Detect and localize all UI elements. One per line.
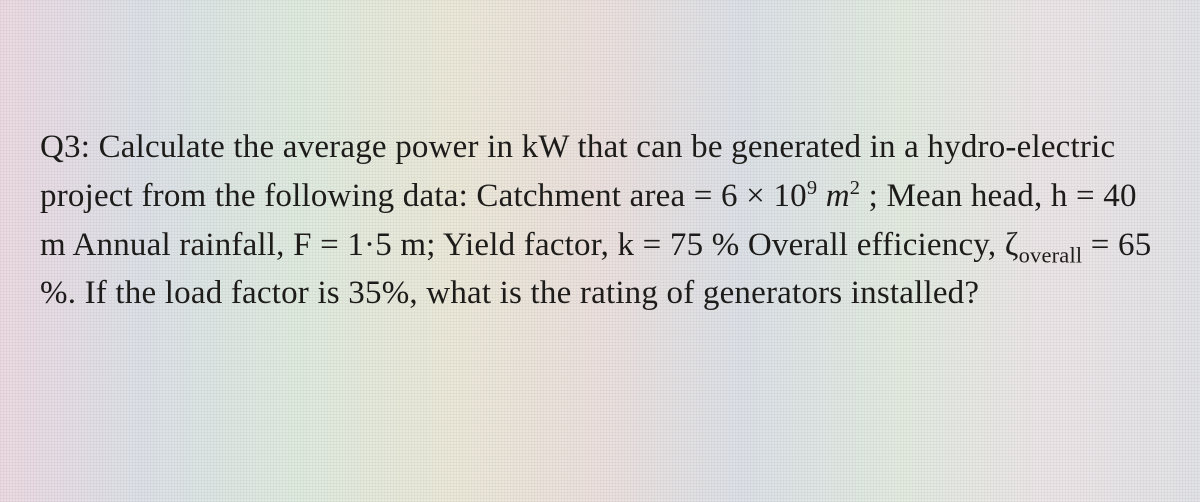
question-label: Q3:: [40, 129, 90, 165]
question-q3: Q3: Calculate the average power in kW th…: [40, 123, 1160, 318]
exponent-catchment: 9: [807, 177, 817, 199]
text-seg-2: [817, 178, 825, 214]
scanned-page: Q3: Calculate the average power in kW th…: [0, 0, 1200, 502]
exponent-unit: 2: [850, 177, 860, 199]
question-body: Calculate the average power in kW that c…: [40, 129, 1151, 311]
unit-m: m: [826, 178, 850, 214]
subscript-overall: overall: [1019, 242, 1083, 267]
